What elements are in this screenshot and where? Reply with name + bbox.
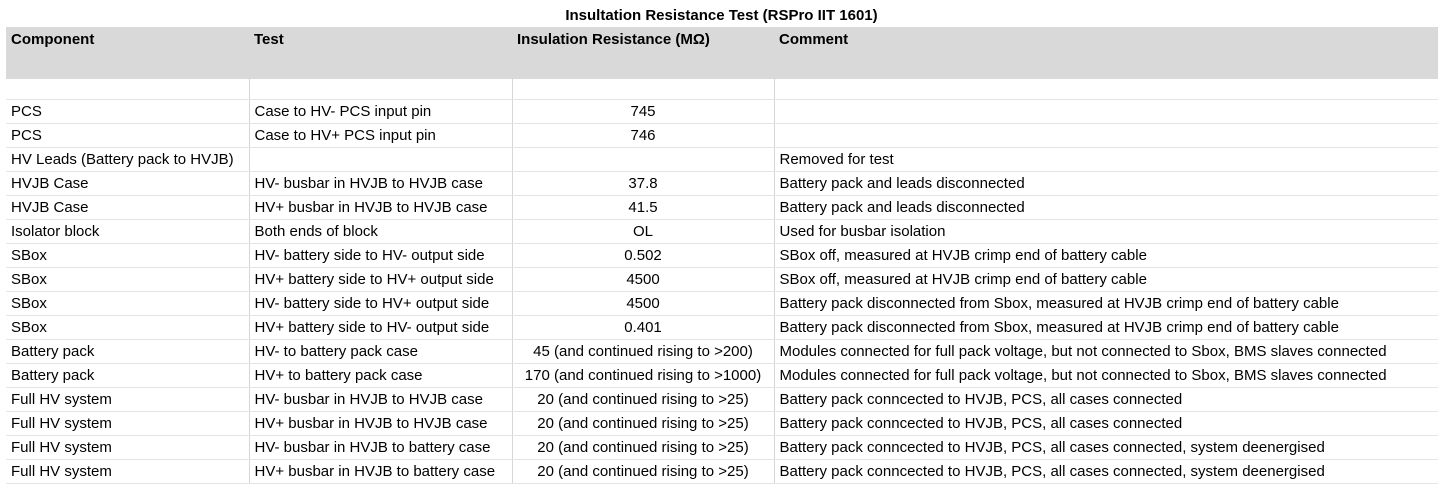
test-cell[interactable]: HV+ busbar in HVJB to battery case	[249, 459, 513, 484]
header-insulation-resistance[interactable]: Insulation Resistance (MΩ)	[512, 27, 774, 79]
header-row: Component Test Insulation Resistance (MΩ…	[6, 27, 1438, 79]
table-row: Battery pack HV+ to battery pack case 170 …	[6, 363, 1438, 388]
test-cell[interactable]: Both ends of block	[249, 219, 513, 244]
comment-cell[interactable]: Battery pack conncected to HVJB, PCS, al…	[774, 435, 1438, 460]
resistance-cell[interactable]: OL	[512, 219, 775, 244]
test-cell[interactable]: HV+ busbar in HVJB to HVJB case	[249, 411, 513, 436]
header-test[interactable]: Test	[249, 27, 512, 79]
comment-cell[interactable]: SBox off, measured at HVJB crimp end of …	[774, 267, 1438, 292]
table-cell[interactable]	[6, 79, 250, 100]
header-component[interactable]: Component	[6, 27, 249, 79]
table-row: PCS Case to HV- PCS input pin 745	[6, 99, 1438, 124]
comment-cell[interactable]: Modules connected for full pack voltage,…	[774, 339, 1438, 364]
table-row: HV Leads (Battery pack to HVJB) Removed f…	[6, 147, 1438, 172]
component-cell[interactable]: Full HV system	[6, 459, 250, 484]
table-row: HVJB Case HV- busbar in HVJB to HVJB case…	[6, 171, 1438, 196]
table-row: Full HV system HV- busbar in HVJB to batt…	[6, 435, 1438, 460]
comment-cell[interactable]: Used for busbar isolation	[774, 219, 1438, 244]
comment-cell[interactable]: Modules connected for full pack voltage,…	[774, 363, 1438, 388]
comment-cell[interactable]: Battery pack and leads disconnected	[774, 171, 1438, 196]
table-cell[interactable]	[249, 79, 513, 100]
test-cell[interactable]	[249, 147, 513, 172]
resistance-cell[interactable]	[512, 147, 775, 172]
resistance-cell[interactable]: 745	[512, 99, 775, 124]
blank-row	[6, 79, 1438, 100]
test-cell[interactable]: HV- battery side to HV- output side	[249, 243, 513, 268]
comment-cell[interactable]: Battery pack conncected to HVJB, PCS, al…	[774, 387, 1438, 412]
table-row: Full HV system HV- busbar in HVJB to HVJB…	[6, 387, 1438, 412]
test-cell[interactable]: HV+ battery side to HV- output side	[249, 315, 513, 340]
comment-cell[interactable]: SBox off, measured at HVJB crimp end of …	[774, 243, 1438, 268]
component-cell[interactable]: Full HV system	[6, 435, 250, 460]
test-cell[interactable]: HV+ busbar in HVJB to HVJB case	[249, 195, 513, 220]
component-cell[interactable]: PCS	[6, 99, 250, 124]
resistance-cell[interactable]: 0.401	[512, 315, 775, 340]
resistance-cell[interactable]: 746	[512, 123, 775, 148]
resistance-cell[interactable]: 170 (and continued rising to >1000)	[512, 363, 775, 388]
component-cell[interactable]: Isolator block	[6, 219, 250, 244]
comment-cell[interactable]: Battery pack disconnected from Sbox, mea…	[774, 291, 1438, 316]
resistance-cell[interactable]: 20 (and continued rising to >25)	[512, 459, 775, 484]
test-cell[interactable]: HV- to battery pack case	[249, 339, 513, 364]
test-cell[interactable]: HV- busbar in HVJB to battery case	[249, 435, 513, 460]
comment-cell[interactable]: Battery pack conncected to HVJB, PCS, al…	[774, 411, 1438, 436]
table-row: HVJB Case HV+ busbar in HVJB to HVJB case…	[6, 195, 1438, 220]
table-row: Full HV system HV+ busbar in HVJB to HVJB…	[6, 411, 1438, 436]
test-cell[interactable]: HV- battery side to HV+ output side	[249, 291, 513, 316]
comment-cell[interactable]	[774, 123, 1438, 148]
comment-cell[interactable]: Removed for test	[774, 147, 1438, 172]
test-cell[interactable]: Case to HV- PCS input pin	[249, 99, 513, 124]
resistance-cell[interactable]: 45 (and continued rising to >200)	[512, 339, 775, 364]
table-cell[interactable]	[512, 79, 775, 100]
table-cell[interactable]	[774, 79, 1438, 100]
component-cell[interactable]: HVJB Case	[6, 171, 250, 196]
component-cell[interactable]: HVJB Case	[6, 195, 250, 220]
component-cell[interactable]: SBox	[6, 267, 250, 292]
component-cell[interactable]: SBox	[6, 291, 250, 316]
component-cell[interactable]: SBox	[6, 315, 250, 340]
component-cell[interactable]: Battery pack	[6, 339, 250, 364]
table-row: SBox HV- battery side to HV- output side 0…	[6, 243, 1438, 268]
component-cell[interactable]: SBox	[6, 243, 250, 268]
component-cell[interactable]: Full HV system	[6, 387, 250, 412]
comment-cell[interactable]: Battery pack disconnected from Sbox, mea…	[774, 315, 1438, 340]
resistance-cell[interactable]: 20 (and continued rising to >25)	[512, 435, 775, 460]
comment-cell[interactable]: Battery pack and leads disconnected	[774, 195, 1438, 220]
table-row: SBox HV+ battery side to HV+ output side 4…	[6, 267, 1438, 292]
resistance-cell[interactable]: 4500	[512, 291, 775, 316]
component-cell[interactable]: Full HV system	[6, 411, 250, 436]
resistance-cell[interactable]: 37.8	[512, 171, 775, 196]
header-comment[interactable]: Comment	[774, 27, 1438, 79]
component-cell[interactable]: HV Leads (Battery pack to HVJB)	[6, 147, 250, 172]
results-table: Component Test Insulation Resistance (MΩ…	[6, 27, 1438, 484]
table-row: Full HV system HV+ busbar in HVJB to batt…	[6, 459, 1438, 484]
test-cell[interactable]: HV+ battery side to HV+ output side	[249, 267, 513, 292]
sheet-title: Insultation Resistance Test (RSPro IIT 1…	[565, 7, 878, 24]
test-cell[interactable]: HV- busbar in HVJB to HVJB case	[249, 171, 513, 196]
comment-cell[interactable]: Battery pack conncected to HVJB, PCS, al…	[774, 459, 1438, 484]
resistance-cell[interactable]: 0.502	[512, 243, 775, 268]
component-cell[interactable]: Battery pack	[6, 363, 250, 388]
resistance-cell[interactable]: 41.5	[512, 195, 775, 220]
table-row: Isolator block Both ends of block OL Used f…	[6, 219, 1438, 244]
test-cell[interactable]: Case to HV+ PCS input pin	[249, 123, 513, 148]
test-cell[interactable]: HV+ to battery pack case	[249, 363, 513, 388]
component-cell[interactable]: PCS	[6, 123, 250, 148]
table-row: SBox HV+ battery side to HV- output side 0…	[6, 315, 1438, 340]
resistance-cell[interactable]: 20 (and continued rising to >25)	[512, 387, 775, 412]
table-row: Battery pack HV- to battery pack case 45 (…	[6, 339, 1438, 364]
resistance-cell[interactable]: 20 (and continued rising to >25)	[512, 411, 775, 436]
resistance-cell[interactable]: 4500	[512, 267, 775, 292]
test-cell[interactable]: HV- busbar in HVJB to HVJB case	[249, 387, 513, 412]
comment-cell[interactable]	[774, 99, 1438, 124]
table-row: SBox HV- battery side to HV+ output side 4…	[6, 291, 1438, 316]
table-row: PCS Case to HV+ PCS input pin 746	[6, 123, 1438, 148]
